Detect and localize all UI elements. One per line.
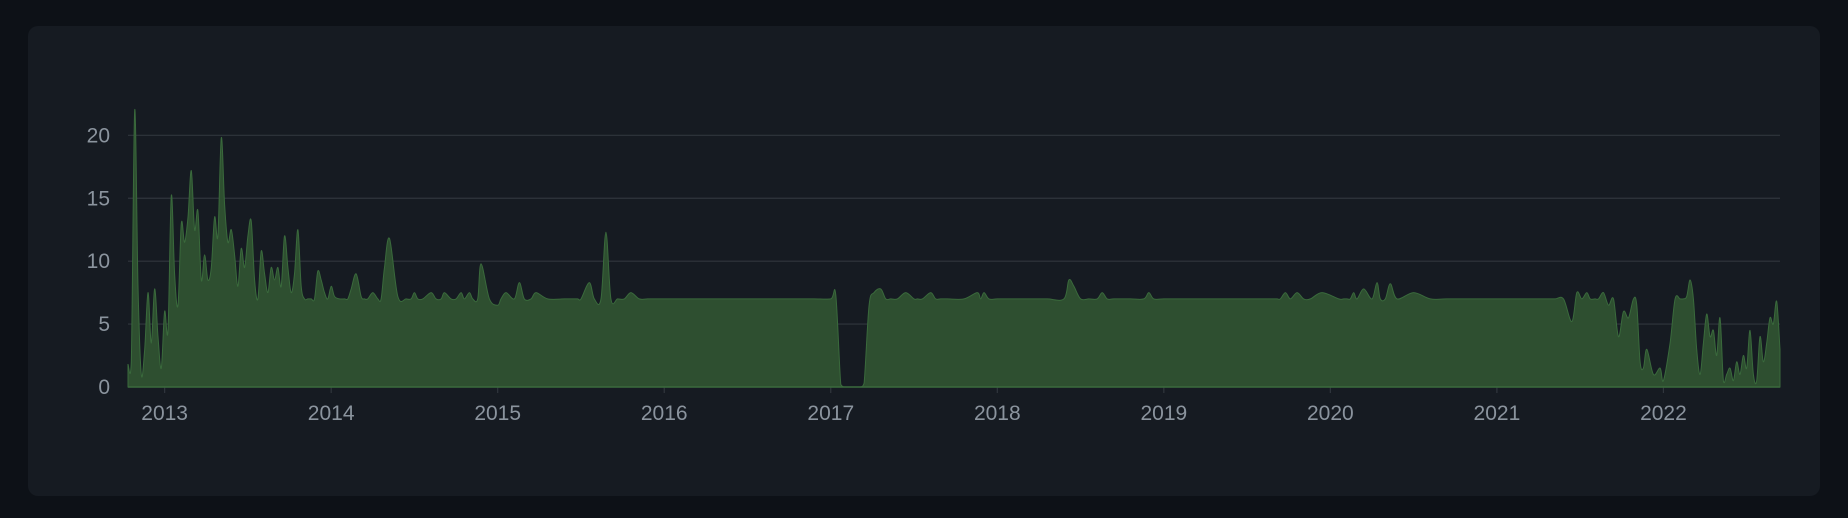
- x-tick-label: 2013: [141, 402, 188, 425]
- x-tick-label: 2014: [308, 402, 355, 425]
- y-tick-label: 5: [98, 313, 110, 336]
- x-tick-label: 2022: [1640, 402, 1687, 425]
- y-tick-label: 15: [87, 187, 110, 210]
- x-tick-label: 2018: [974, 402, 1021, 425]
- x-tick-label: 2019: [1140, 402, 1187, 425]
- x-tick-label: 2015: [474, 402, 521, 425]
- y-tick-label: 0: [98, 376, 110, 399]
- x-tick-label: 2016: [641, 402, 688, 425]
- x-axis: 2013 2014 2015 2016 2017 2018 2019 2020 2021 2022: [141, 387, 1687, 425]
- y-tick-label: 20: [87, 124, 110, 147]
- x-tick-label: 2020: [1307, 402, 1354, 425]
- y-axis: 0 5 10 15 20: [87, 124, 110, 399]
- series-area: [127, 109, 1781, 388]
- y-tick-label: 10: [87, 250, 110, 273]
- x-tick-label: 2017: [807, 402, 854, 425]
- x-tick-label: 2021: [1474, 402, 1521, 425]
